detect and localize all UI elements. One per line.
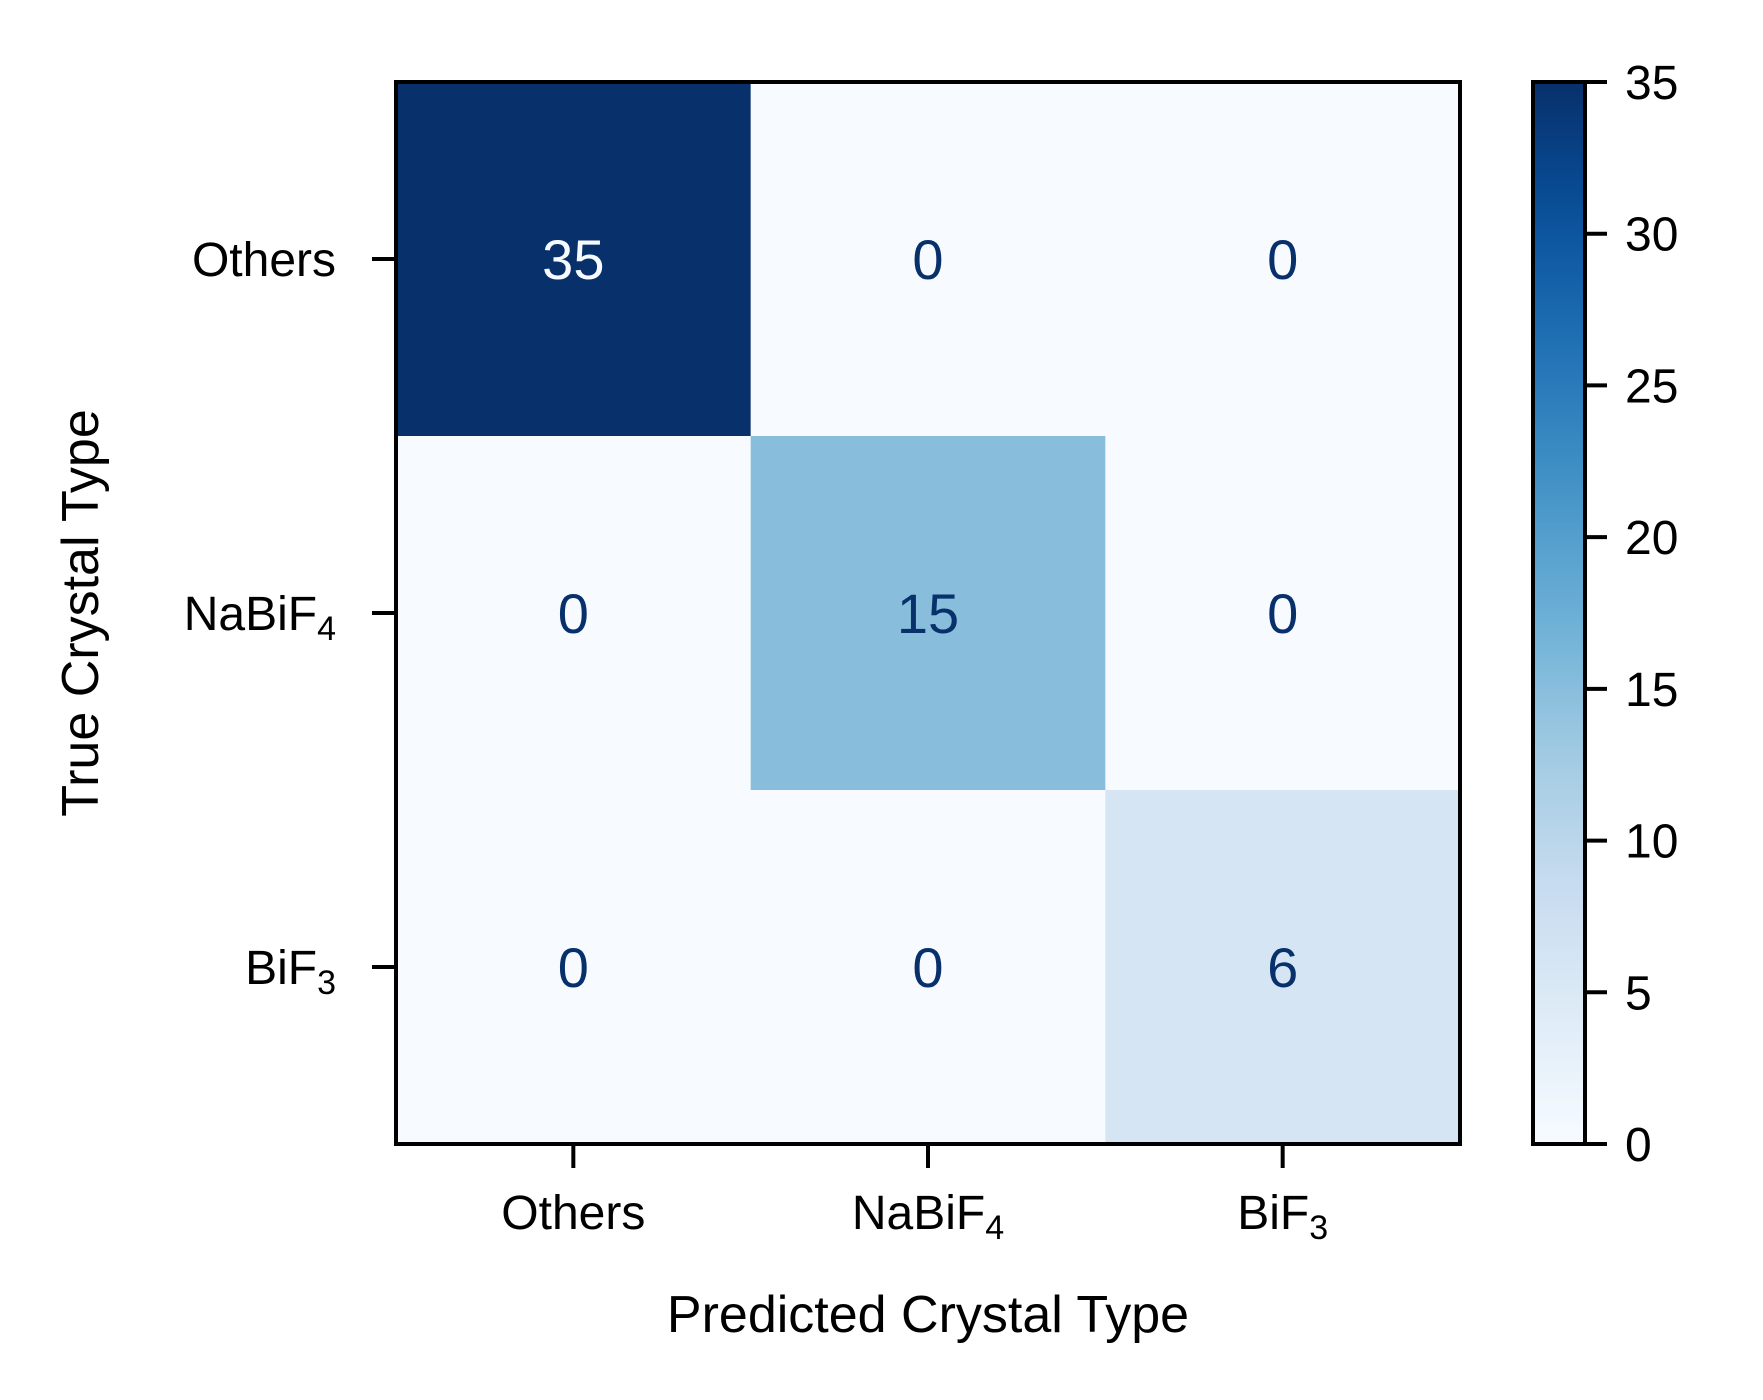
colorbar-tick-label: 5 xyxy=(1625,967,1652,1020)
heatmap-cell xyxy=(396,790,752,1145)
heatmap-cell xyxy=(750,82,1106,437)
x-axis: Others NaBiF4 BiF3 xyxy=(501,1144,1328,1247)
cell-value-label: 0 xyxy=(912,228,943,291)
heatmap: 35 0 0 0 15 0 0 0 6 xyxy=(396,82,1461,1145)
cell-value-label: 15 xyxy=(897,582,959,645)
colorbar-gradient xyxy=(1533,82,1585,1144)
cell-value-label: 0 xyxy=(558,936,589,999)
colorbar-tick-label: 25 xyxy=(1625,360,1678,413)
cell-value-label: 35 xyxy=(542,228,604,291)
colorbar-tick-label: 35 xyxy=(1625,57,1678,110)
colorbar-tick-label: 15 xyxy=(1625,664,1678,717)
tick-label: NaBiF4 xyxy=(184,588,336,648)
tick-label: Others xyxy=(192,234,336,287)
colorbar-frame xyxy=(1531,80,1587,1146)
tick-label: Others xyxy=(501,1187,645,1240)
tick-label: BiF3 xyxy=(245,942,336,1002)
tick-label: NaBiF4 xyxy=(852,1187,1004,1247)
colorbar-tick-label: 0 xyxy=(1625,1119,1652,1172)
heatmap-cell xyxy=(396,436,752,791)
cell-value-label: 6 xyxy=(1267,936,1298,999)
cell-value-label: 0 xyxy=(558,582,589,645)
cell-value-label: 0 xyxy=(912,936,943,999)
heatmap-cell xyxy=(750,790,1106,1145)
heatmap-cell xyxy=(396,82,752,437)
colorbar-tick-label: 30 xyxy=(1625,209,1678,262)
y-axis: Others NaBiF4 BiF3 xyxy=(184,234,396,1002)
heatmap-cell xyxy=(750,436,1106,791)
heatmap-cell xyxy=(1105,436,1461,791)
colorbar: 0 5 10 15 20 25 30 35 xyxy=(1531,57,1678,1172)
heatmap-cell xyxy=(1105,790,1461,1145)
y-axis-label: True Crystal Type xyxy=(52,409,110,816)
x-axis-label: Predicted Crystal Type xyxy=(667,1286,1189,1344)
cell-value-label: 0 xyxy=(1267,582,1298,645)
colorbar-tick-label: 10 xyxy=(1625,816,1678,869)
cell-value-label: 0 xyxy=(1267,228,1298,291)
colorbar-tick-label: 20 xyxy=(1625,512,1678,565)
tick-label: BiF3 xyxy=(1237,1187,1328,1247)
heatmap-cell xyxy=(1105,82,1461,437)
